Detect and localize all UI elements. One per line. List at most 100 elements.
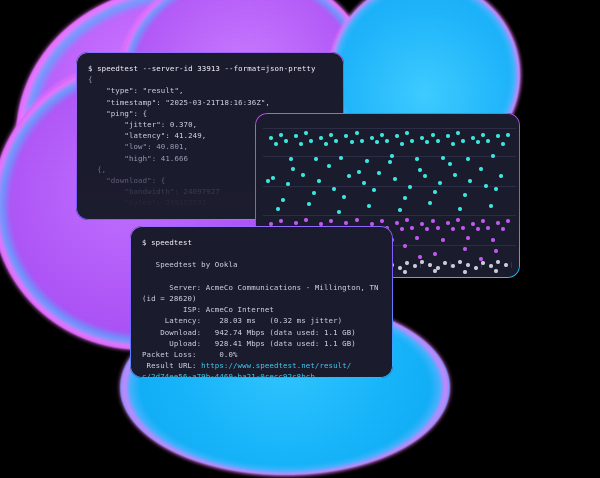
chart-point-download [506,132,511,137]
chart-point-ping [402,270,407,275]
chart-point-ping [433,268,438,273]
chart-point-download [486,138,491,143]
chart-point-ping [473,265,478,270]
json-line-9: "download": { [88,176,166,186]
chart-point-download [415,157,420,162]
chart-point-upload [344,220,349,225]
chart-point-ping [488,264,493,269]
json-line-0: { [88,75,93,85]
chart-point-download [319,135,324,140]
chart-point-download [498,174,503,179]
result-command-text: speedtest [151,238,193,247]
result-line-url-label: Result URL: [142,361,202,371]
chart-point-ping [463,270,468,275]
chart-point-download [430,132,435,137]
chart-point-download [341,194,346,199]
chart-point-download [266,179,271,183]
chart-point-download [483,183,488,188]
chart-point-download [339,155,344,160]
result-url-link-part1[interactable]: https://www.speedtest.net/result/ [201,361,352,371]
chart-point-upload [450,227,455,232]
chart-point-download [362,180,367,185]
chart-point-download [301,172,306,177]
chart-point-download [488,203,493,208]
chart-point-download [476,140,481,145]
chart-point-download [349,140,354,145]
chart-point-download [288,157,293,162]
chart-point-download [435,138,440,143]
chart-point-ping [397,265,402,270]
terminal-panel-result-summary[interactable]: $ speedtest Speedtest by Ookla Server: A… [130,226,393,378]
json-command-text: speedtest --server-id 33913 --format=jso… [97,64,316,73]
chart-point-download [357,169,362,174]
chart-point-download [445,134,450,139]
chart-point-download [347,174,352,179]
chart-point-download [369,135,374,140]
json-line-8: {, [88,164,107,174]
chart-point-upload [379,219,384,224]
chart-point-ping [465,262,470,267]
json-line-3: "ping": { [88,108,148,118]
chart-point-download [470,135,475,140]
chart-point-upload [415,236,420,241]
chart-point-download [278,132,283,137]
chart-point-upload [400,227,405,232]
chart-point-download [344,134,349,139]
chart-point-download [455,130,460,135]
chart-point-upload [417,254,422,259]
json-line-5: "latency": 41.249, [88,131,207,141]
chart-gridline-3 [263,215,516,217]
chart-point-download [448,161,453,166]
chart-point-download [410,138,415,143]
chart-point-download [465,157,470,162]
chart-point-download [324,141,329,146]
chart-point-download [458,206,463,211]
chart-point-download [364,158,369,163]
chart-point-download [306,202,311,207]
chart-point-download [298,141,303,146]
json-line-7: "high": 41.666 [88,153,189,163]
chart-point-download [440,155,445,160]
result-line-isp: ISP: AcmeCo Internet [142,305,274,315]
chart-point-download [326,163,331,168]
chart-point-download [384,138,389,143]
chart-point-download [463,192,468,197]
chart-point-download [271,175,276,180]
chart-point-download [491,154,496,159]
chart-point-download [334,138,339,143]
chart-point-upload [410,225,415,230]
result-url-link-part2[interactable]: c/2d74ee56-a79b-4469-ba21-0cecc92c8bcb [142,372,315,378]
chart-point-upload [478,256,483,261]
chart-point-download [293,134,298,139]
chart-point-download [468,179,473,183]
chart-point-download [379,132,384,137]
chart-point-upload [486,225,491,230]
result-line-upload: Upload: 928.41 Mbps (data used: 1.1 GB) [142,338,356,348]
chart-point-upload [460,225,465,230]
chart-point-download [268,135,273,140]
chart-point-upload [463,247,468,252]
terminal-text-result: $ speedtest Speedtest by Ookla Server: A… [130,226,393,378]
chart-point-upload [354,217,359,222]
chart-point-download [450,141,455,146]
chart-point-download [425,140,430,145]
terminal-surface: $ speedtest Speedtest by Ookla Server: A… [130,226,393,378]
chart-point-download [367,203,372,208]
chart-point-upload [476,227,481,232]
result-line-packetloss: Packet Loss: 0.0% [142,350,238,360]
chart-point-download [314,157,319,162]
chart-point-download [311,191,316,196]
chart-point-upload [293,220,298,225]
chart-tick-8 [510,262,512,268]
chart-point-download [496,134,501,139]
chart-point-download [387,160,392,165]
result-line-serverid: (id = 28620) [142,294,197,304]
chart-point-download [433,189,438,194]
chart-point-ping [503,262,508,267]
result-line-server: Server: AcmeCo Communications - Millingt… [142,282,379,292]
chart-point-download [427,200,432,205]
chart-point-download [359,138,364,143]
chart-gridline-0 [263,128,516,130]
chart-point-upload [430,219,435,224]
chart-point-upload [304,217,308,222]
